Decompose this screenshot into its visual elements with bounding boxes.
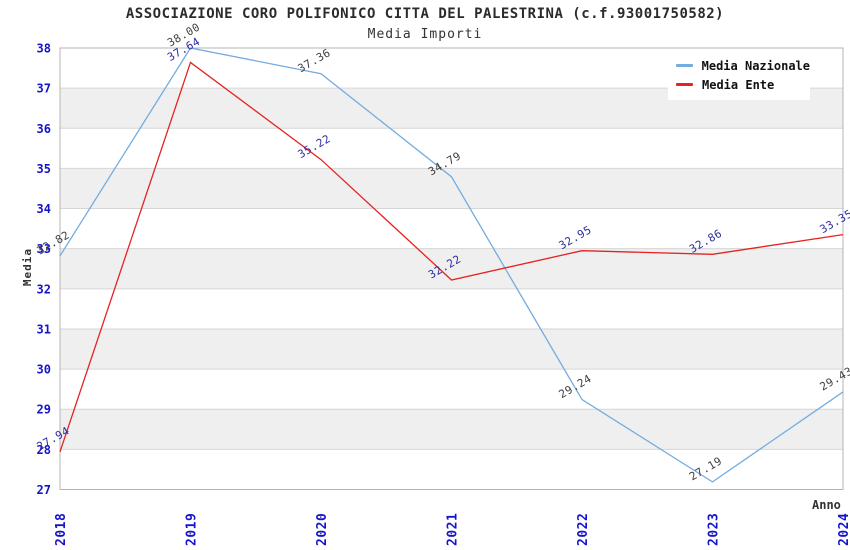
x-tick-label: 2022 [576,513,591,546]
y-tick-label: 31 [37,322,51,336]
y-tick-label: 29 [37,403,51,417]
y-tick-label: 33 [37,242,51,256]
legend: Media Nazionale Media Ente [668,50,810,100]
y-axis-title: Media [21,247,34,287]
x-tick-label: 2021 [446,513,461,546]
x-tick-label: 2024 [837,513,850,546]
plot-band [60,409,843,450]
point-label: 33.35 [818,207,850,236]
chart-subtitle: Media Importi [367,27,483,42]
plot-band [60,328,843,370]
y-tick-label: 38 [37,42,51,56]
plot-band [60,168,843,209]
chart-title: ASSOCIAZIONE CORO POLIFONICO CITTA DEL P… [125,6,725,22]
plot-band [60,248,843,289]
y-tick-label: 36 [37,122,51,136]
point-label: 35.22 [296,132,333,161]
legend-label-media-nazionale: Media Nazionale [701,58,810,73]
series-line-media-nazionale [59,47,844,483]
y-tick-label: 30 [37,363,51,377]
x-tick-label: 2019 [185,513,200,546]
y-tick-label: 32 [37,282,51,296]
ente-line-swatch [676,83,693,86]
point-label: 29.24 [557,372,594,401]
nazionale-line-swatch [676,64,693,67]
y-tick-label: 35 [37,162,51,176]
legend-item-media-nazionale: Media Nazionale [676,59,810,73]
legend-label-media-ente: Media Ente [702,77,775,92]
x-tick-label: 2020 [315,513,330,546]
y-tick-label: 27 [37,483,51,497]
point-label: 37.36 [296,46,333,75]
legend-item-media-ente: Media Ente [676,78,810,92]
y-tick-label: 28 [37,443,51,457]
x-tick-label: 2023 [707,513,722,546]
series-line-media-ente [59,61,844,452]
point-label: 32.95 [557,223,594,252]
x-axis-title: Anno [812,498,841,512]
y-tick-label: 37 [37,82,51,96]
y-tick-label: 34 [37,202,51,216]
plot-border [59,47,844,490]
point-label: 27.19 [687,454,724,483]
x-tick-label: 2018 [54,513,69,546]
